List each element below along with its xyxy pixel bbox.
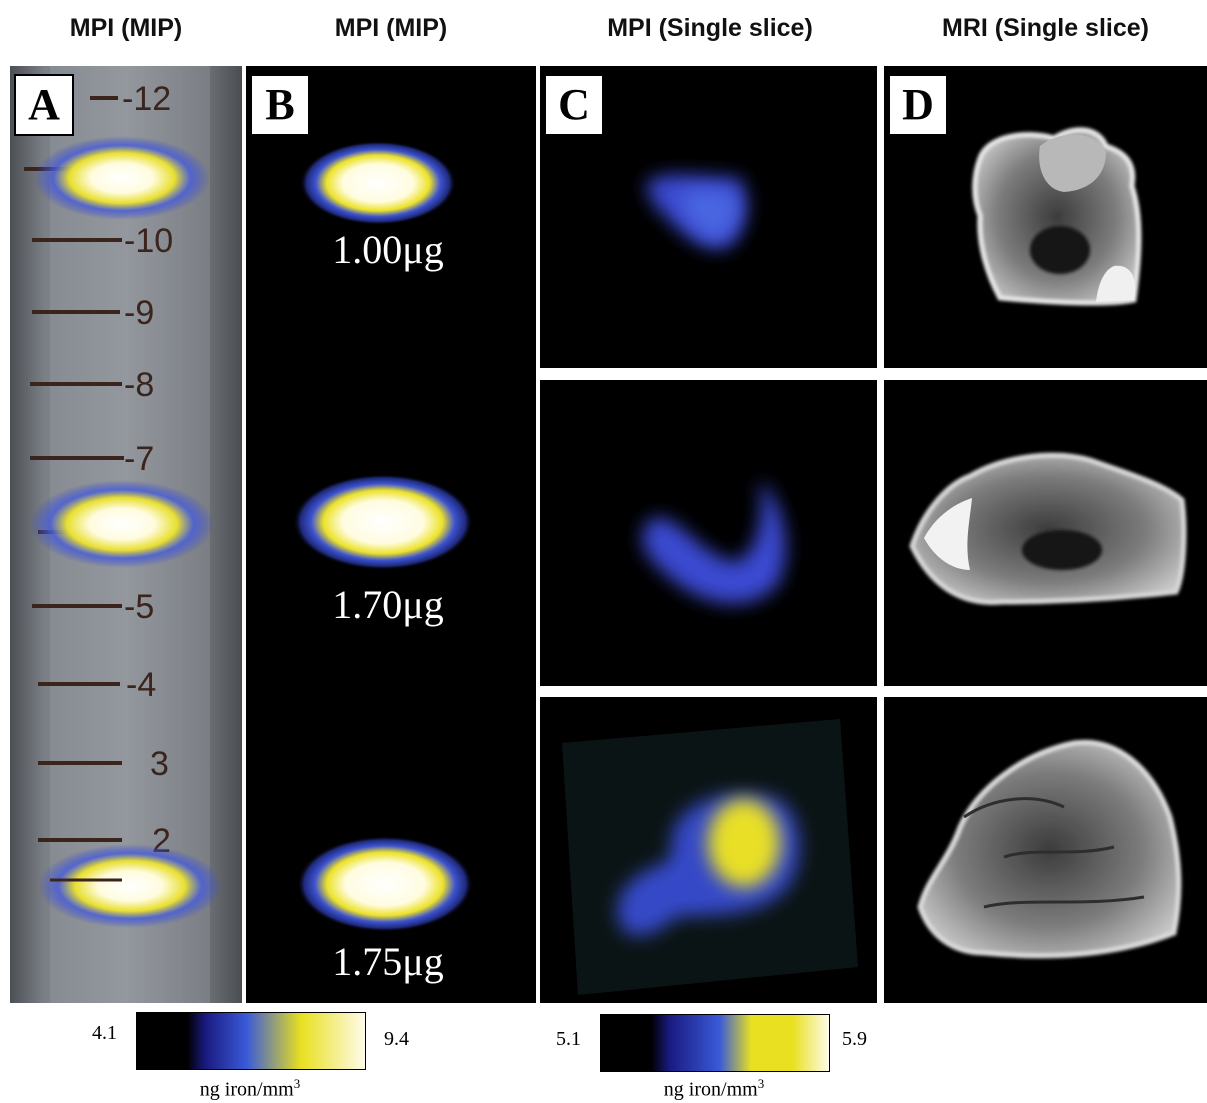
- panel-a-tube-photo: -12 11 -10 -9 -8 -7 -6 -5 -4 3 2 A: [10, 66, 242, 1003]
- colorbar-right: [600, 1014, 830, 1072]
- svg-text:-8: -8: [124, 366, 154, 404]
- svg-text:-12: -12: [122, 80, 171, 118]
- mri-slice-image-2: [909, 452, 1187, 605]
- panel-b-mpi-mip: B 1.00μg 1.70μg 1.75μg: [246, 66, 536, 1003]
- mip-spot-3: [297, 836, 473, 932]
- colorbar-right-max: 5.9: [842, 1028, 867, 1050]
- svg-text:-5: -5: [124, 588, 154, 626]
- mip-spot-2: [293, 474, 473, 570]
- colorbar-left-max: 9.4: [384, 1028, 409, 1050]
- panel-letter-d: D: [888, 74, 948, 136]
- svg-text:3: 3: [150, 745, 169, 783]
- svg-text:-10: -10: [124, 222, 173, 260]
- panel-letter-c: C: [544, 74, 604, 136]
- column-title-d: MRI (Single slice): [942, 14, 1149, 42]
- column-title-b: MPI (MIP): [334, 14, 448, 42]
- colorbar-left: [136, 1012, 366, 1070]
- colorbar-right-min: 5.1: [556, 1028, 581, 1050]
- panel-d-mri-1: D: [884, 66, 1207, 368]
- panel-letter-a: A: [14, 74, 74, 136]
- column-title-c: MPI (Single slice): [607, 14, 813, 42]
- mpi-slice-image-3: [562, 719, 858, 995]
- colorbar-left-min: 4.1: [92, 1022, 117, 1044]
- svg-text:-4: -4: [126, 666, 156, 704]
- mpi-mip-image: [293, 141, 473, 932]
- colorbar-left-unit: ng iron/mm3: [199, 1076, 301, 1101]
- panel-d-mri-2: [884, 380, 1207, 686]
- dose-label-3: 1.75μg: [332, 939, 444, 984]
- tube-signal-spot-2: [30, 480, 214, 568]
- mri-slice-image-3: [917, 739, 1182, 959]
- dose-label-2: 1.70μg: [332, 582, 444, 627]
- tube-photo-image: -12 11 -10 -9 -8 -7 -6 -5 -4 3 2: [10, 66, 242, 1003]
- mpi-slice-image-2: [642, 480, 786, 604]
- mri-slice-image-1: [972, 127, 1142, 306]
- column-title-a: MPI (MIP): [69, 14, 183, 42]
- mpi-slice-image-1: [646, 174, 747, 249]
- mip-spot-1: [300, 141, 456, 225]
- panel-letter-b: B: [250, 74, 310, 136]
- svg-text:-7: -7: [124, 440, 154, 478]
- colorbar-right-unit: ng iron/mm3: [663, 1076, 765, 1101]
- svg-text:-9: -9: [124, 294, 154, 332]
- panel-c-slice-1: C: [540, 66, 877, 368]
- panel-d-mri-3: [884, 697, 1207, 1003]
- panel-c-slice-2: [540, 380, 877, 686]
- dose-label-1: 1.00μg: [332, 227, 444, 272]
- tube-signal-spot-3: [38, 844, 222, 928]
- panel-c-slice-3: [540, 697, 877, 1003]
- tube-signal-spot-1: [34, 136, 210, 220]
